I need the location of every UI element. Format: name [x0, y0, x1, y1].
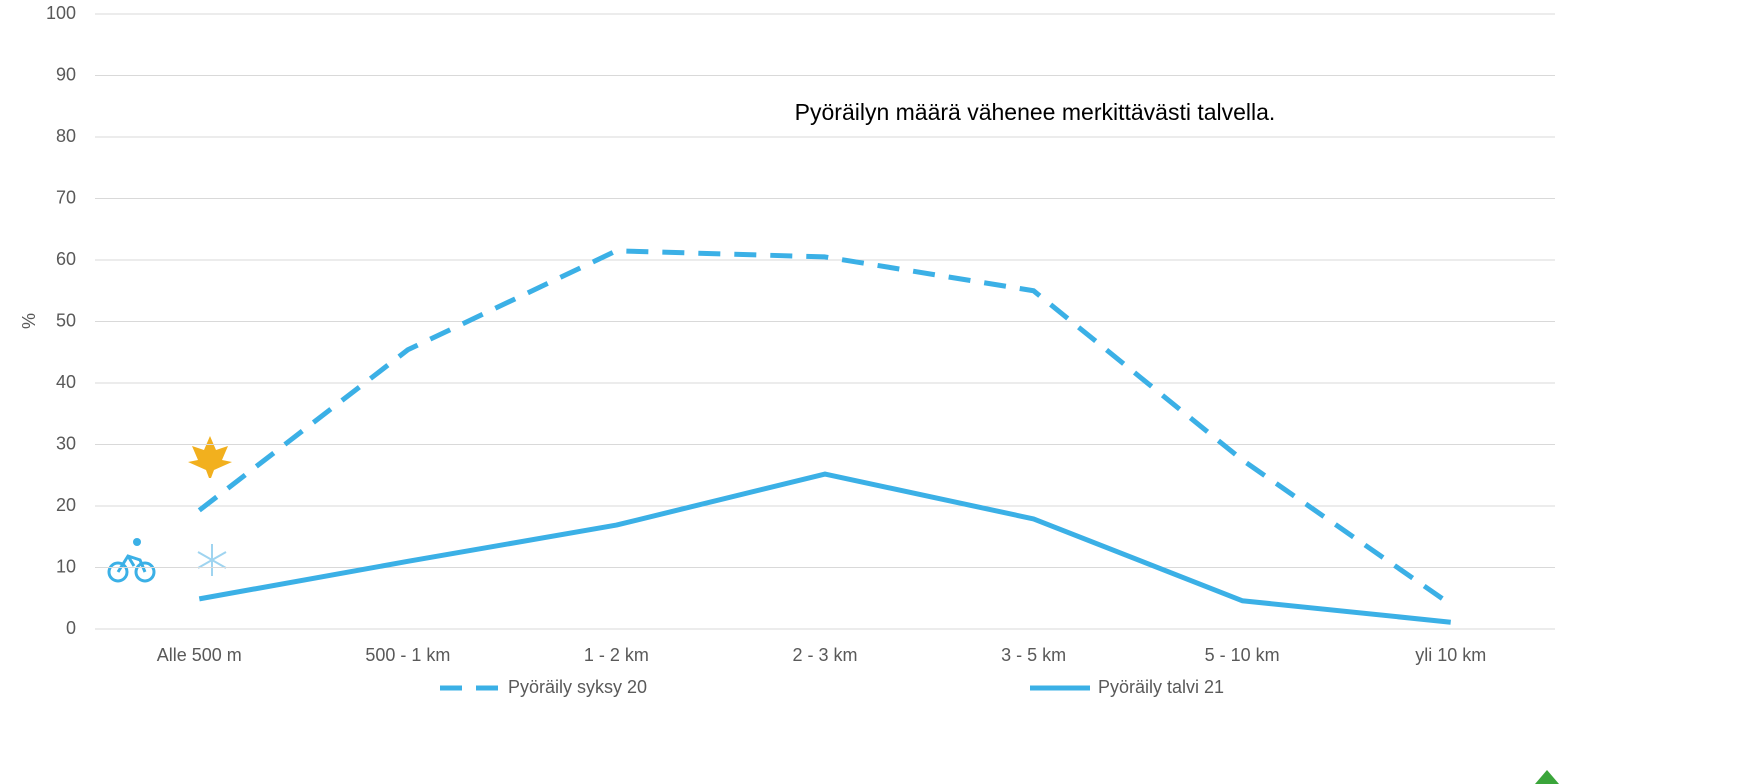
line-series	[197, 248, 1453, 607]
maple-leaf-icon	[188, 436, 232, 478]
y-tick-label: 10	[56, 556, 76, 576]
x-tick-label: yli 10 km	[1415, 645, 1486, 665]
legend-label: Pyöräily talvi 21	[1098, 677, 1224, 697]
y-tick-label: 100	[46, 3, 76, 23]
bike-icon	[107, 538, 156, 583]
y-tick-label: 0	[66, 618, 76, 638]
line-series	[198, 471, 1451, 625]
snowflake-icon	[197, 544, 227, 576]
x-tick-label: Alle 500 m	[157, 645, 242, 665]
y-tick-label: 60	[56, 249, 76, 269]
x-tick-label: 3 - 5 km	[1001, 645, 1066, 665]
y-tick-label: 30	[56, 433, 76, 453]
x-tick-label: 2 - 3 km	[792, 645, 857, 665]
y-tick-label: 20	[56, 495, 76, 515]
x-tick-label: 1 - 2 km	[584, 645, 649, 665]
y-tick-label: 40	[56, 372, 76, 392]
x-tick-label: 500 - 1 km	[365, 645, 450, 665]
y-tick-label: 50	[56, 310, 76, 330]
y-tick-label: 70	[56, 187, 76, 207]
y-axis-label: %	[19, 313, 39, 329]
legend-label: Pyöräily syksy 20	[508, 677, 647, 697]
y-tick-label: 90	[56, 64, 76, 84]
x-tick-label: 5 - 10 km	[1205, 645, 1280, 665]
y-tick-label: 80	[56, 126, 76, 146]
annotation: Pyöräilyn määrä vähenee merkittävästi ta…	[795, 99, 1276, 125]
corner-icon	[1535, 770, 1559, 784]
